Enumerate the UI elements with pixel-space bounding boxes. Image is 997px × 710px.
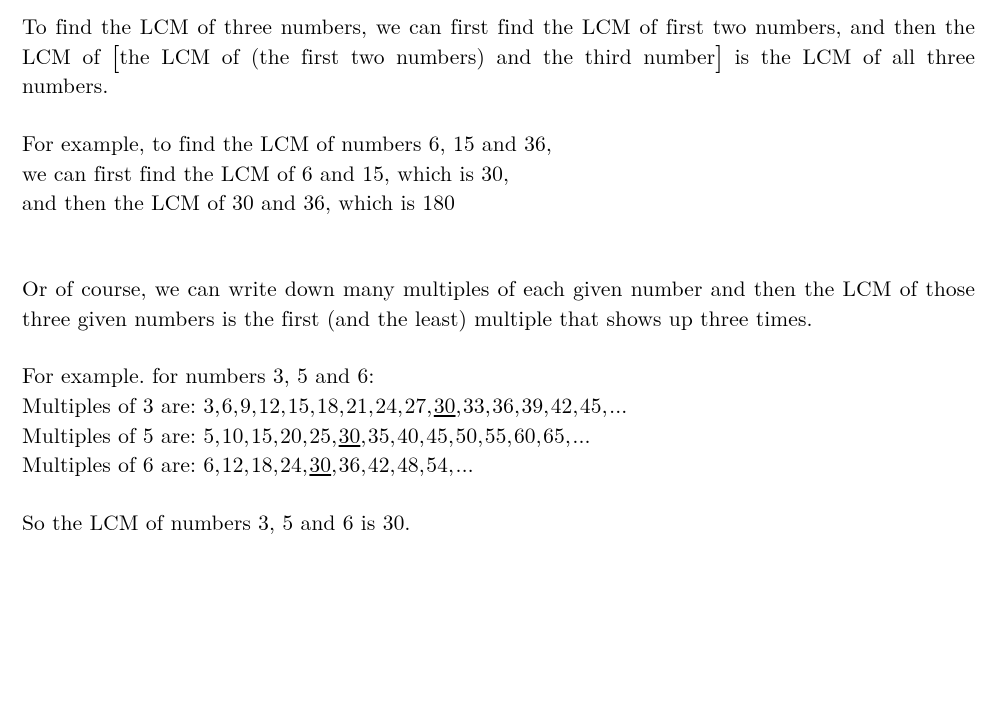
multiples-after-lcm: , 35, 40, 45, 50, 55, 60, 65, ...	[360, 420, 590, 450]
spacer	[22, 218, 975, 274]
big-open-bracket: [	[112, 35, 120, 75]
spacer	[22, 101, 975, 129]
multiples-after-lcm: , 33, 36, 39, 42, 45, ...	[456, 390, 628, 420]
big-close-bracket: ]	[715, 35, 723, 75]
multiples-before-lcm: 6, 12, 18, 24,	[203, 449, 309, 479]
multiples-after-lcm: , 36, 42, 48, 54, ...	[331, 449, 474, 479]
multiples-before-lcm: 3, 6, 9, 12, 15, 18, 21, 24, 27,	[203, 390, 433, 420]
paragraph-method-1: To find the LCM of three numbers, we can…	[22, 12, 975, 101]
example-1-line-3: and then the LCM of 30 and 36, which is …	[22, 188, 975, 218]
lcm-value-underlined: 30	[434, 390, 456, 420]
multiples-label: Multiples of 3 are:	[22, 390, 203, 420]
spacer	[22, 480, 975, 508]
example-1-line-1: For example, to find the LCM of numbers …	[22, 129, 975, 159]
multiples-label: Multiples of 6 are:	[22, 449, 203, 479]
spacer	[22, 333, 975, 361]
lcm-value-underlined: 30	[339, 420, 361, 450]
conclusion: So the LCM of numbers 3, 5 and 6 is 30.	[22, 508, 975, 538]
multiples-before-lcm: 5, 10, 15, 20, 25,	[203, 420, 338, 450]
example-2-intro: For example. for numbers 3, 5 and 6:	[22, 361, 975, 391]
multiples-of-6: Multiples of 6 are: 6, 12, 18, 24, 30, 3…	[22, 450, 975, 480]
multiples-of-5: Multiples of 5 are: 5, 10, 15, 20, 25, 3…	[22, 421, 975, 451]
lcm-value-underlined: 30	[309, 449, 331, 479]
paragraph-method-2: Or of course, we can write down many mul…	[22, 274, 975, 333]
text-segment: the LCM of (the first two numbers) and t…	[120, 41, 716, 71]
example-1-line-2: we can first find the LCM of 6 and 15, w…	[22, 159, 975, 189]
multiples-of-3: Multiples of 3 are: 3, 6, 9, 12, 15, 18,…	[22, 391, 975, 421]
multiples-label: Multiples of 5 are:	[22, 420, 203, 450]
